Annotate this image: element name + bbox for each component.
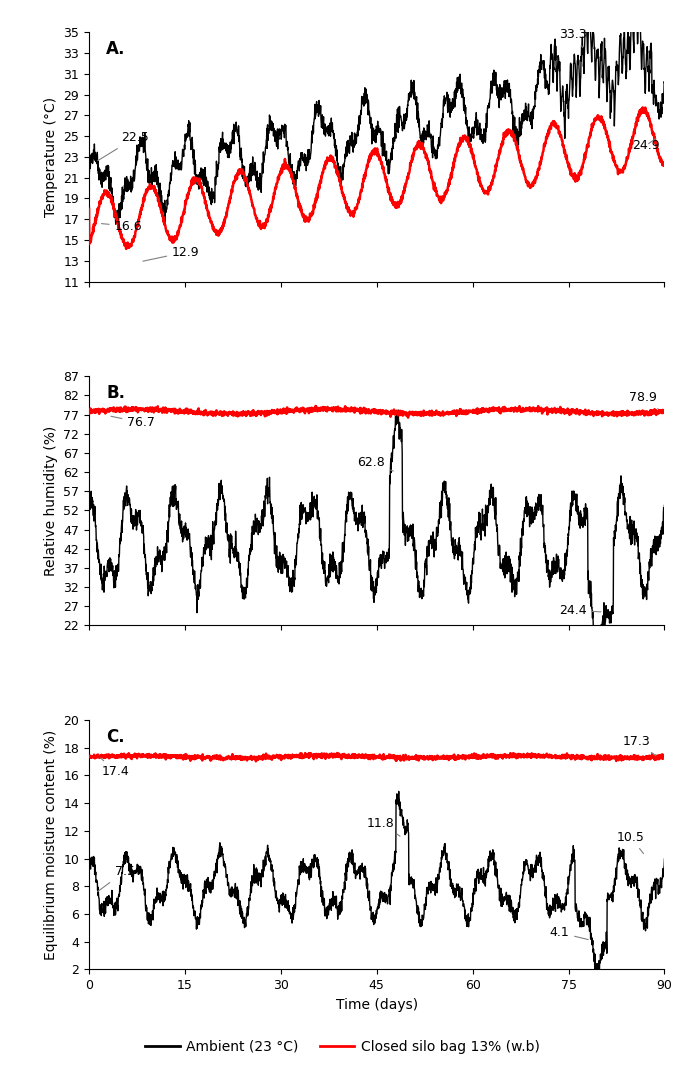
- Y-axis label: Temperature (°C): Temperature (°C): [44, 97, 58, 216]
- Text: 16.6: 16.6: [101, 220, 142, 233]
- Text: 22.5: 22.5: [98, 131, 149, 160]
- Y-axis label: Relative humidity (%): Relative humidity (%): [44, 425, 58, 576]
- Text: 62.8: 62.8: [358, 457, 393, 471]
- Text: 17.3: 17.3: [623, 735, 656, 756]
- Text: B.: B.: [106, 383, 125, 402]
- Text: 78.9: 78.9: [630, 391, 658, 409]
- Legend: Ambient (23 °C), Closed silo bag 13% (w.b): Ambient (23 °C), Closed silo bag 13% (w.…: [139, 1034, 546, 1060]
- Text: 24.9: 24.9: [632, 139, 660, 152]
- Text: 4.1: 4.1: [549, 926, 588, 939]
- Text: 24.4: 24.4: [559, 604, 601, 617]
- X-axis label: Time (days): Time (days): [336, 997, 418, 1011]
- Text: A.: A.: [106, 40, 126, 58]
- Text: 76.7: 76.7: [111, 416, 155, 429]
- Text: 17.4: 17.4: [101, 758, 129, 779]
- Text: 7.5: 7.5: [98, 865, 135, 892]
- Y-axis label: Equilibrium moisture content (%): Equilibrium moisture content (%): [44, 729, 58, 960]
- Text: 33.3: 33.3: [559, 28, 586, 47]
- Text: 12.9: 12.9: [143, 246, 200, 262]
- Text: 10.5: 10.5: [616, 830, 645, 854]
- Text: 11.8: 11.8: [367, 816, 400, 836]
- Text: C.: C.: [106, 728, 125, 745]
